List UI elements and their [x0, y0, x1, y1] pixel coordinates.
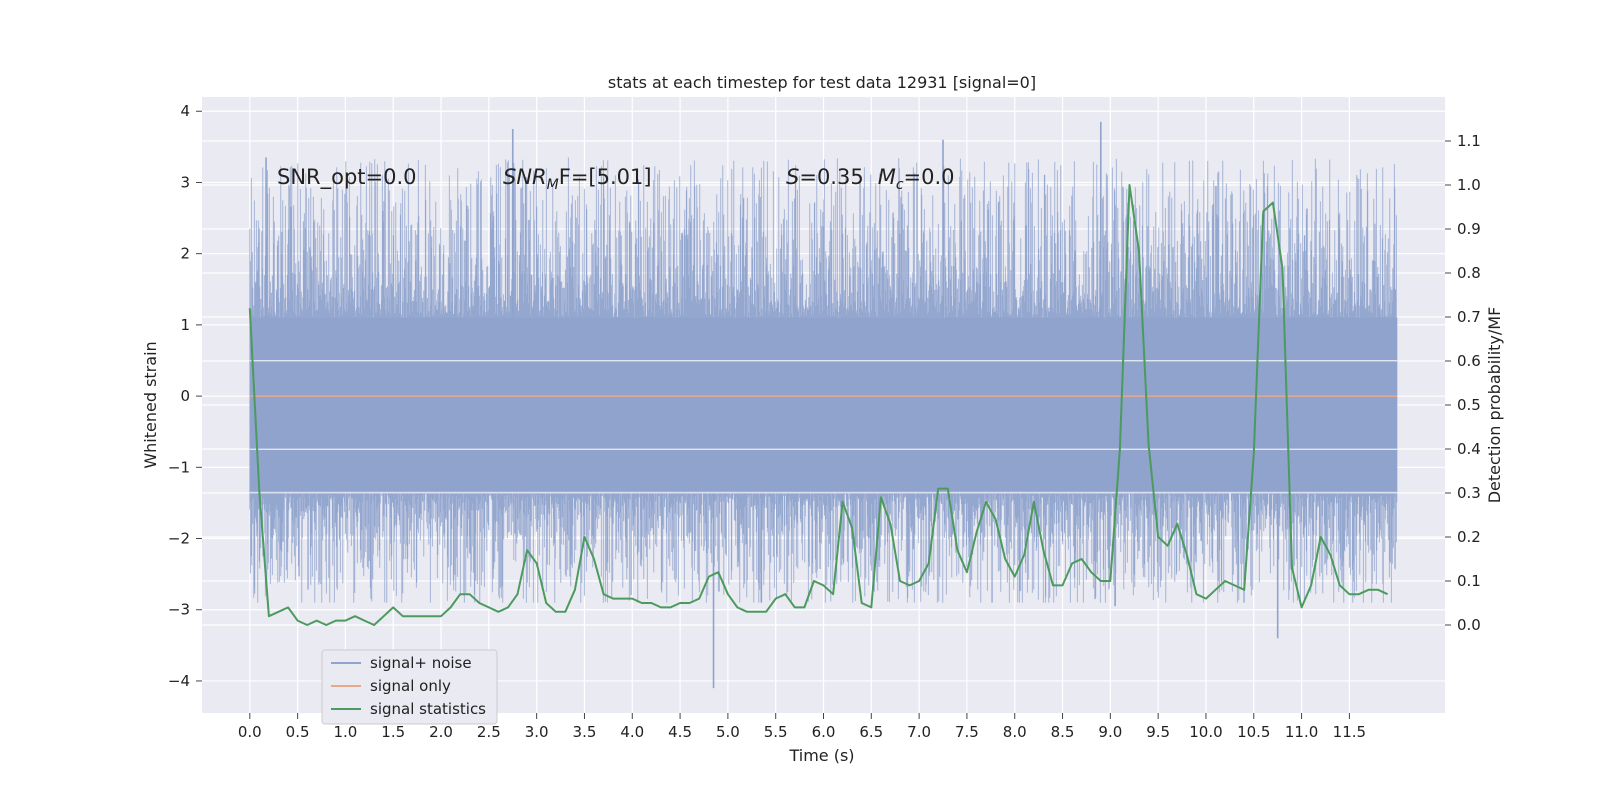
- y-tick-label: 3: [180, 173, 190, 191]
- x-tick-label: 6.0: [812, 723, 836, 741]
- right-y-tick-label: 0.5: [1457, 396, 1481, 414]
- x-tick-label: 0.0: [238, 723, 262, 741]
- y-tick-label: −4: [168, 672, 190, 690]
- x-axis-ticks: 0.0 0.5 1.0 1.5 2.0 2.5 3.0 3.5 4.0 4.5 5.0 5.5 6.0 6…: [238, 713, 1366, 741]
- snr-mf-rest: F=[5.01]: [559, 165, 652, 189]
- legend-box: [321, 649, 498, 725]
- y-tick-label: 2: [180, 245, 190, 263]
- legend-label-signal-statistics: signal statistics: [370, 700, 486, 718]
- x-tick-label: 11.5: [1333, 723, 1366, 741]
- x-tick-label: 4.0: [620, 723, 644, 741]
- x-tick-label: 8.0: [1003, 723, 1027, 741]
- right-y-tick-label: 0.9: [1457, 220, 1481, 238]
- x-tick-label: 3.5: [573, 723, 597, 741]
- annotation-s-mc: S=0.35 Mc=0.0: [786, 165, 955, 193]
- annotation-snr-opt: SNR_opt=0.0: [277, 165, 417, 190]
- right-y-tick-label: 1.1: [1457, 132, 1481, 150]
- right-y-tick-label: 0.8: [1457, 264, 1481, 282]
- x-tick-label: 1.0: [333, 723, 357, 741]
- y-tick-label: −2: [168, 530, 190, 548]
- x-tick-label: 0.5: [286, 723, 310, 741]
- right-y-tick-label: 0.2: [1457, 528, 1481, 546]
- right-y-tick-label: 1.0: [1457, 176, 1481, 194]
- mc-val: =0.0: [904, 165, 955, 189]
- s-val: =0.35: [799, 165, 863, 189]
- x-tick-label: 9.5: [1146, 723, 1170, 741]
- mc-sub: c: [896, 177, 904, 193]
- y-tick-label: 4: [180, 102, 190, 120]
- right-y-tick-label: 0.6: [1457, 352, 1481, 370]
- legend: signal+ noise signal only signal statist…: [321, 649, 498, 725]
- right-y-tick-label: 0.1: [1457, 572, 1481, 590]
- x-tick-label: 1.5: [381, 723, 405, 741]
- x-axis-label: Time (s): [788, 746, 854, 765]
- x-tick-label: 3.0: [525, 723, 549, 741]
- x-tick-label: 9.0: [1098, 723, 1122, 741]
- right-y-axis-label: Detection probability/MF: [1485, 307, 1504, 504]
- right-y-tick-label: 0.4: [1457, 440, 1481, 458]
- y-tick-label: 0: [180, 387, 190, 405]
- annotation-snr-mf: SNRMF=[5.01]: [503, 165, 652, 193]
- snr-mf-base: SNR: [503, 165, 547, 189]
- y-axis-ticks: 4 3 2 1 0 −1 −2 −3 −4: [168, 102, 202, 690]
- x-tick-label: 6.5: [859, 723, 883, 741]
- x-tick-label: 10.0: [1189, 723, 1222, 741]
- chart-title: stats at each timestep for test data 129…: [608, 73, 1036, 92]
- y-tick-label: −1: [168, 458, 190, 476]
- y-axis-label: Whitened strain: [141, 341, 160, 468]
- x-tick-label: 11.0: [1285, 723, 1318, 741]
- signal-noise-series: [249, 121, 1398, 689]
- signal-statistics-series: [248, 184, 1389, 626]
- x-tick-label: 7.5: [955, 723, 979, 741]
- right-y-tick-label: 0.7: [1457, 308, 1481, 326]
- y-tick-label: −3: [168, 601, 190, 619]
- legend-label-signal-noise: signal+ noise: [370, 654, 472, 672]
- signal-statistics-line: [248, 184, 1389, 626]
- x-tick-label: 8.5: [1051, 723, 1075, 741]
- x-tick-label: 2.0: [429, 723, 453, 741]
- right-y-tick-label: 0.3: [1457, 484, 1481, 502]
- mc-var: M: [878, 165, 896, 189]
- signal-noise-band: [249, 317, 1398, 493]
- x-tick-label: 2.5: [477, 723, 501, 741]
- s-var: S: [786, 165, 799, 189]
- x-tick-label: 5.5: [764, 723, 788, 741]
- x-tick-label: 7.0: [907, 723, 931, 741]
- x-tick-label: 5.0: [716, 723, 740, 741]
- legend-label-signal-only: signal only: [370, 677, 451, 695]
- x-tick-label: 4.5: [668, 723, 692, 741]
- x-tick-label: 10.5: [1237, 723, 1270, 741]
- right-y-tick-label: 0.0: [1457, 616, 1481, 634]
- snr-mf-sub: M: [547, 177, 559, 193]
- y-tick-label: 1: [180, 316, 190, 334]
- right-y-axis-ticks: 1.1 1.0 0.9 0.8 0.7 0.6 0.5 0.4 0.3 0.2 0.1 0.0: [1445, 132, 1481, 634]
